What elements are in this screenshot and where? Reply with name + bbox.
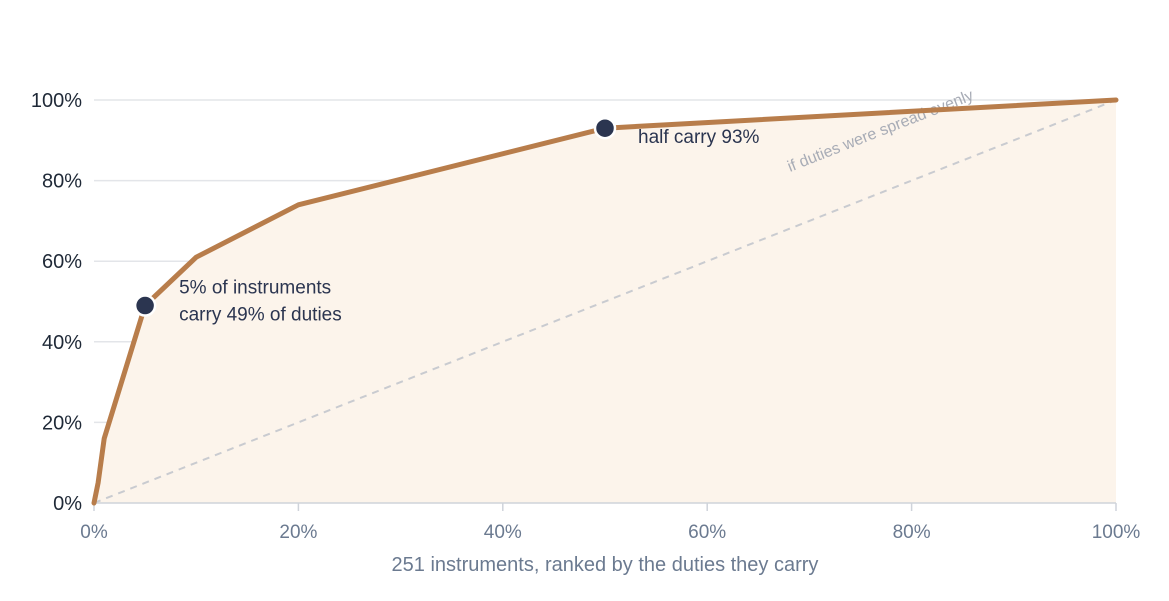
x-tick-label: 100%	[1092, 522, 1141, 543]
annotation-marker	[133, 294, 157, 317]
x-tick-label: 60%	[688, 522, 726, 543]
y-tick-label: 0%	[53, 493, 82, 515]
x-tick-label: 0%	[80, 522, 108, 543]
annotation-label: 5% of instruments carry 49% of duties	[179, 278, 342, 326]
x-tick-label: 80%	[893, 522, 931, 543]
y-tick-label: 100%	[31, 90, 82, 112]
x-axis-ticks: 0% 20% 40% 60% 80% 100%	[80, 503, 1140, 543]
annotation-label-line: carry 49% of duties	[179, 305, 342, 326]
annotation-label-line: 5% of instruments	[179, 278, 331, 299]
annotation-marker	[593, 116, 617, 140]
equality-reference-line	[93, 99, 1117, 504]
x-axis-label: 251 instruments, ranked by the duties th…	[392, 554, 819, 576]
annotation-markers	[133, 116, 617, 317]
y-tick-label: 40%	[42, 332, 82, 354]
x-tick-label: 40%	[484, 522, 522, 543]
y-axis-ticks: 0% 20% 40% 60% 80% 100%	[31, 90, 82, 515]
y-tick-label: 20%	[42, 412, 82, 434]
annotation-labels: 5% of instruments carry 49% of duties half…	[179, 127, 759, 325]
x-tick-label: 20%	[279, 522, 317, 543]
y-tick-label: 80%	[42, 171, 82, 193]
series-line	[91, 97, 1119, 506]
y-tick-label: 60%	[42, 251, 82, 273]
annotation-label-line: half carry 93%	[638, 127, 760, 148]
annotation-label: half carry 93%	[638, 127, 760, 148]
